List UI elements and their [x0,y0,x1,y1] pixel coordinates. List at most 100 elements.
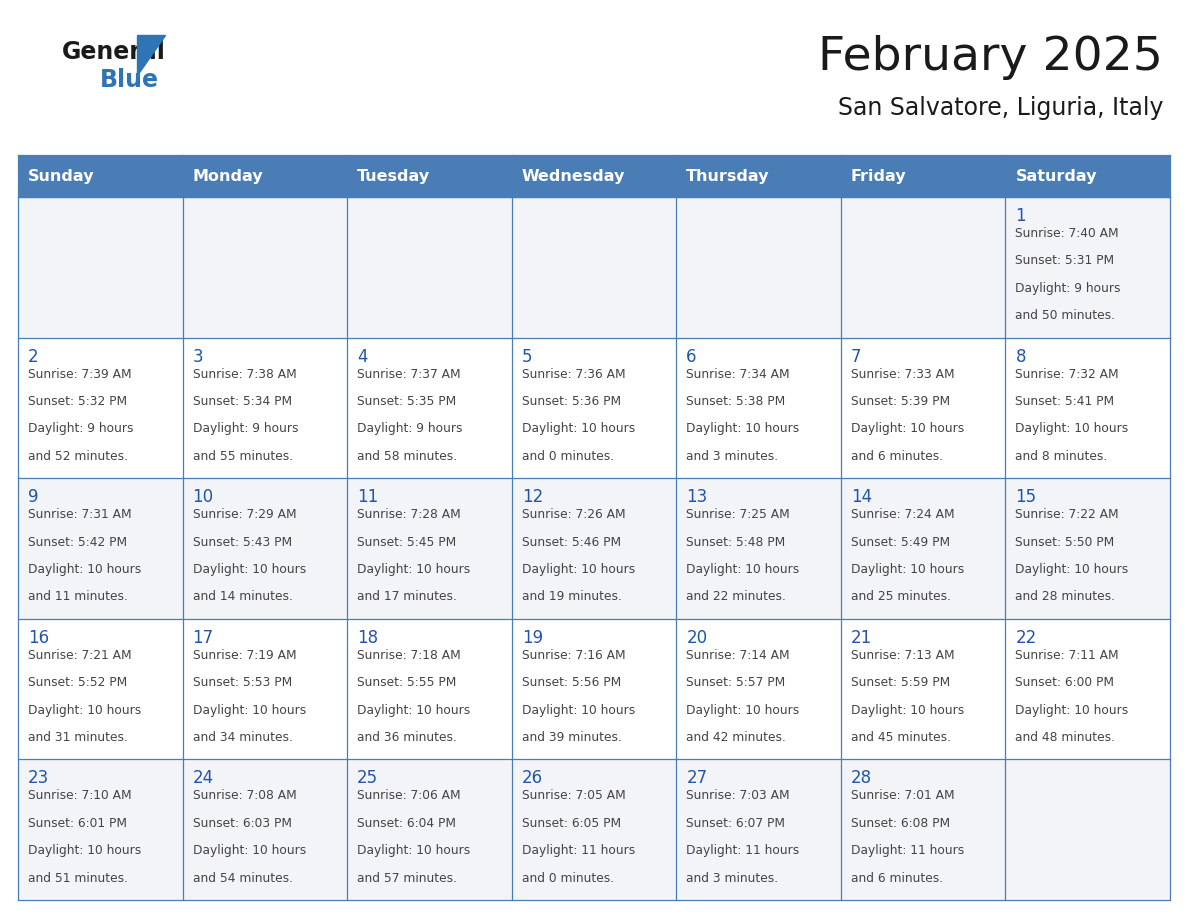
Text: and 42 minutes.: and 42 minutes. [687,731,786,744]
Bar [512,338,676,478]
Text: Sunrise: 7:25 AM: Sunrise: 7:25 AM [687,509,790,521]
Text: Daylight: 10 hours: Daylight: 10 hours [358,845,470,857]
Text: Sunset: 5:39 PM: Sunset: 5:39 PM [851,395,950,408]
Text: and 31 minutes.: and 31 minutes. [29,731,128,744]
Text: Sunset: 6:04 PM: Sunset: 6:04 PM [358,817,456,830]
Text: Sunrise: 7:32 AM: Sunrise: 7:32 AM [1016,367,1119,381]
Text: Daylight: 10 hours: Daylight: 10 hours [192,563,305,576]
Text: Daylight: 10 hours: Daylight: 10 hours [687,422,800,435]
Text: Sunset: 6:03 PM: Sunset: 6:03 PM [192,817,291,830]
Text: Sunset: 5:59 PM: Sunset: 5:59 PM [851,677,950,689]
Text: 1: 1 [1016,207,1026,225]
Text: Thursday: Thursday [687,169,770,184]
Bar [1005,338,1170,478]
Bar [841,478,1005,619]
Text: 3: 3 [192,348,203,365]
Text: Sunset: 5:57 PM: Sunset: 5:57 PM [687,677,785,689]
Text: and 54 minutes.: and 54 minutes. [192,872,292,885]
Text: 10: 10 [192,488,214,506]
Text: Wednesday: Wednesday [522,169,625,184]
Text: Sunset: 5:46 PM: Sunset: 5:46 PM [522,535,621,549]
Text: 11: 11 [358,488,379,506]
Bar [1005,619,1170,759]
Bar [1005,759,1170,900]
Text: Daylight: 11 hours: Daylight: 11 hours [522,845,634,857]
Bar [512,619,676,759]
Text: Sunset: 5:45 PM: Sunset: 5:45 PM [358,535,456,549]
Text: Daylight: 10 hours: Daylight: 10 hours [851,563,965,576]
Text: 2: 2 [29,348,39,365]
Text: Sunrise: 7:28 AM: Sunrise: 7:28 AM [358,509,461,521]
Text: Sunrise: 7:24 AM: Sunrise: 7:24 AM [851,509,954,521]
Text: 5: 5 [522,348,532,365]
Text: and 52 minutes.: and 52 minutes. [29,450,128,463]
Text: Sunset: 5:43 PM: Sunset: 5:43 PM [192,535,292,549]
Text: 17: 17 [192,629,214,647]
Text: 15: 15 [1016,488,1037,506]
Text: Sunset: 5:50 PM: Sunset: 5:50 PM [1016,535,1114,549]
Text: Sunrise: 7:36 AM: Sunrise: 7:36 AM [522,367,625,381]
Bar [18,759,183,900]
Text: Daylight: 10 hours: Daylight: 10 hours [687,563,800,576]
Text: Sunrise: 7:29 AM: Sunrise: 7:29 AM [192,509,296,521]
Text: and 6 minutes.: and 6 minutes. [851,872,943,885]
Text: and 36 minutes.: and 36 minutes. [358,731,457,744]
Bar [347,478,512,619]
Bar [183,619,347,759]
Text: Sunrise: 7:33 AM: Sunrise: 7:33 AM [851,367,954,381]
Text: San Salvatore, Liguria, Italy: San Salvatore, Liguria, Italy [838,96,1163,120]
Text: 28: 28 [851,769,872,788]
Text: and 34 minutes.: and 34 minutes. [192,731,292,744]
Bar [841,619,1005,759]
Bar [183,759,347,900]
Text: Sunrise: 7:03 AM: Sunrise: 7:03 AM [687,789,790,802]
Bar [18,478,183,619]
Text: 14: 14 [851,488,872,506]
Text: and 28 minutes.: and 28 minutes. [1016,590,1116,603]
Text: 13: 13 [687,488,708,506]
Text: and 22 minutes.: and 22 minutes. [687,590,786,603]
Bar [676,197,841,338]
Bar [676,759,841,900]
Text: 25: 25 [358,769,378,788]
Text: Sunrise: 7:01 AM: Sunrise: 7:01 AM [851,789,954,802]
Text: 8: 8 [1016,348,1026,365]
Text: Daylight: 10 hours: Daylight: 10 hours [358,703,470,717]
Bar [18,619,183,759]
Text: 19: 19 [522,629,543,647]
Bar [347,759,512,900]
Text: and 58 minutes.: and 58 minutes. [358,450,457,463]
Text: and 11 minutes.: and 11 minutes. [29,590,128,603]
Text: February 2025: February 2025 [819,36,1163,81]
Text: Daylight: 10 hours: Daylight: 10 hours [522,563,634,576]
Text: Tuesday: Tuesday [358,169,430,184]
Bar [841,759,1005,900]
Text: 7: 7 [851,348,861,365]
Text: 20: 20 [687,629,707,647]
Text: Daylight: 9 hours: Daylight: 9 hours [29,422,133,435]
Text: 26: 26 [522,769,543,788]
Text: Daylight: 10 hours: Daylight: 10 hours [522,422,634,435]
Text: Sunset: 5:52 PM: Sunset: 5:52 PM [29,677,127,689]
Text: 24: 24 [192,769,214,788]
Text: Sunrise: 7:34 AM: Sunrise: 7:34 AM [687,367,790,381]
Text: and 3 minutes.: and 3 minutes. [687,872,778,885]
Text: Sunset: 5:48 PM: Sunset: 5:48 PM [687,535,785,549]
Text: Sunrise: 7:37 AM: Sunrise: 7:37 AM [358,367,461,381]
Text: and 6 minutes.: and 6 minutes. [851,450,943,463]
Bar [183,197,347,338]
Text: Sunset: 6:08 PM: Sunset: 6:08 PM [851,817,950,830]
Bar [18,155,1170,197]
Text: and 0 minutes.: and 0 minutes. [522,872,614,885]
Text: Sunrise: 7:05 AM: Sunrise: 7:05 AM [522,789,625,802]
Text: Daylight: 10 hours: Daylight: 10 hours [358,563,470,576]
Text: and 50 minutes.: and 50 minutes. [1016,309,1116,322]
Text: Daylight: 11 hours: Daylight: 11 hours [851,845,965,857]
Text: Sunset: 6:01 PM: Sunset: 6:01 PM [29,817,127,830]
Text: Sunset: 6:00 PM: Sunset: 6:00 PM [1016,677,1114,689]
Text: Daylight: 10 hours: Daylight: 10 hours [851,703,965,717]
Text: Sunset: 5:55 PM: Sunset: 5:55 PM [358,677,456,689]
Text: Sunset: 5:53 PM: Sunset: 5:53 PM [192,677,292,689]
Text: Blue: Blue [100,68,159,92]
Bar [347,619,512,759]
